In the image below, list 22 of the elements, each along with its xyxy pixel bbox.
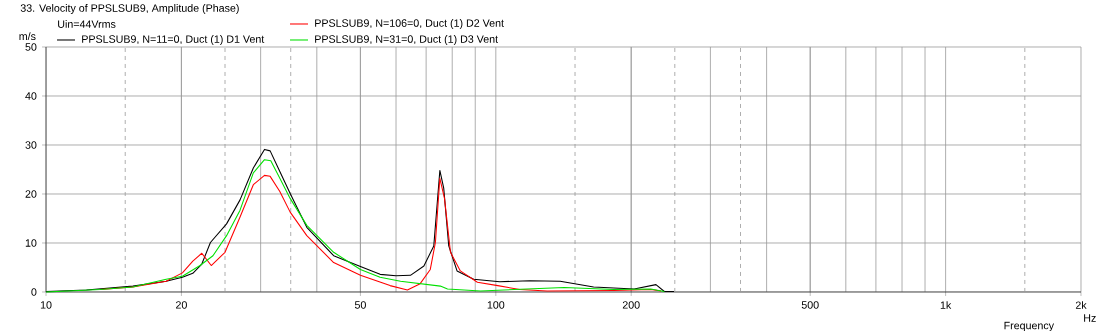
- x-tick-label: 2k: [1075, 300, 1087, 309]
- x-tick-label: 50: [354, 300, 366, 309]
- x-tick-label: 100: [487, 300, 505, 309]
- legend-label: PPSLSUB9, N=31=0, Duct (1) D3 Vent: [315, 34, 498, 45]
- x-tick-label: 500: [801, 300, 819, 309]
- legend-label: PPSLSUB9, N=11=0, Duct (1) D1 Vent: [82, 34, 265, 45]
- text: Uin=44Vrms: [58, 19, 116, 28]
- y-tick-label: 20: [25, 190, 37, 198]
- chart-title: 33. Velocity of PPSLSUB9, Amplitude (Phase): [20, 3, 239, 14]
- y-axis-title: m/s: [19, 32, 36, 40]
- x-tick-label: 20: [176, 300, 187, 309]
- y-tick-label: 50: [25, 43, 37, 51]
- x-tick-label: 1k: [940, 300, 952, 309]
- y-tick-label: 40: [25, 92, 37, 100]
- y-tick-label: 0: [31, 288, 37, 296]
- legend-label: PPSLSUB9, N=106=0, Duct (1) D2 Vent: [315, 18, 504, 29]
- text: Hz: [1084, 314, 1096, 322]
- x-tick-label: 10: [40, 300, 52, 309]
- y-tick-label: 10: [25, 239, 37, 247]
- y-tick-label: 30: [25, 141, 37, 149]
- x-axis-title: Frequency: [1004, 321, 1055, 331]
- x-tick-label: 200: [622, 300, 640, 309]
